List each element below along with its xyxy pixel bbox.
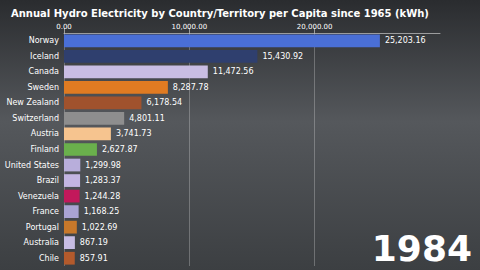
svg-text:Norway: Norway: [29, 36, 60, 45]
svg-text:Brazil: Brazil: [37, 176, 59, 185]
svg-text:Australia: Australia: [24, 238, 59, 247]
svg-text:Portugal: Portugal: [26, 223, 59, 232]
svg-text:4,801.11: 4,801.11: [129, 114, 165, 123]
svg-text:United States: United States: [5, 161, 59, 170]
svg-text:10,000.00: 10,000.00: [172, 23, 208, 31]
svg-text:25,203.16: 25,203.16: [385, 36, 426, 45]
svg-text:France: France: [32, 207, 59, 216]
svg-text:0.00: 0.00: [56, 23, 72, 31]
svg-text:20,000.00: 20,000.00: [297, 23, 333, 31]
svg-text:1984: 1984: [372, 228, 472, 269]
svg-text:Canada: Canada: [29, 67, 60, 76]
svg-text:11,472.56: 11,472.56: [213, 67, 254, 76]
svg-text:Chile: Chile: [39, 254, 59, 263]
svg-text:1,244.28: 1,244.28: [85, 192, 121, 201]
svg-text:1,283.37: 1,283.37: [85, 176, 121, 185]
svg-text:1,022.69: 1,022.69: [82, 223, 118, 232]
svg-text:15,430.92: 15,430.92: [262, 52, 303, 61]
svg-text:Venezuela: Venezuela: [18, 192, 59, 201]
svg-text:Sweden: Sweden: [27, 83, 59, 92]
svg-text:867.19: 867.19: [80, 238, 108, 247]
svg-text:Iceland: Iceland: [30, 52, 59, 61]
svg-text:1,299.98: 1,299.98: [85, 161, 121, 170]
svg-text:Annual Hydro Electricity by Co: Annual Hydro Electricity by Country/Terr…: [11, 8, 429, 19]
svg-text:Austria: Austria: [31, 129, 59, 138]
svg-text:Finland: Finland: [30, 145, 59, 154]
svg-text:New Zealand: New Zealand: [6, 98, 59, 107]
svg-text:1,168.25: 1,168.25: [84, 207, 120, 216]
svg-text:2,627.87: 2,627.87: [102, 145, 138, 154]
svg-text:3,741.73: 3,741.73: [116, 129, 152, 138]
svg-text:Switzerland: Switzerland: [12, 114, 59, 123]
svg-text:8,287.78: 8,287.78: [173, 83, 209, 92]
svg-text:857.91: 857.91: [80, 254, 108, 263]
svg-text:6,178.54: 6,178.54: [146, 98, 182, 107]
